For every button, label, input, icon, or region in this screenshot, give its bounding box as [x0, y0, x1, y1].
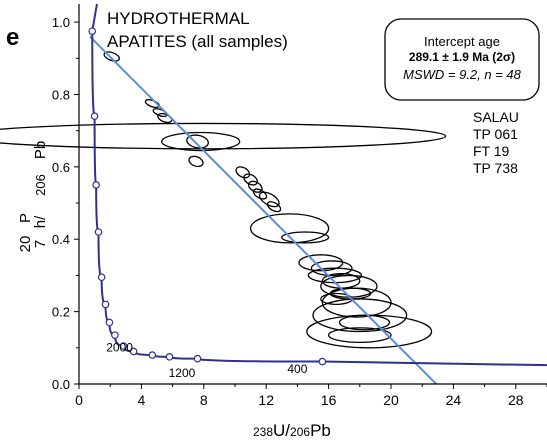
x-tick-label: 28 [508, 392, 524, 408]
error-ellipse [310, 260, 353, 277]
error-ellipse [266, 201, 282, 213]
intercept-age-box-frame [384, 18, 540, 101]
y-axis-label-fragment-1: Pb [32, 141, 49, 159]
error-ellipse [249, 213, 330, 244]
x-tick-label: 16 [321, 392, 337, 408]
sample-label-3: FT 19 [473, 143, 510, 159]
concordia-point [105, 318, 114, 327]
error-ellipse [103, 51, 121, 62]
concordia-point [101, 300, 110, 309]
concordia-point [318, 357, 327, 366]
y-tick-label: 0.6 [52, 160, 70, 175]
concordia-point [193, 354, 202, 363]
x-tick-label: 0 [75, 392, 83, 408]
chart-title-line-1: HYDROTHERMAL [107, 9, 250, 28]
y-axis-label-fragment-5: P [17, 213, 34, 223]
error-ellipse [258, 191, 280, 208]
concordia-point [90, 112, 99, 120]
intercept-age-label: Intercept age [424, 34, 500, 49]
y-axis-label-fragment-2: 206 [33, 174, 48, 196]
concordia-point [97, 273, 106, 282]
y-tick-label: 0.2 [52, 305, 70, 320]
panel-label: e [6, 24, 19, 51]
concordia-age-label: 1200 [169, 366, 196, 380]
y-axis-label-fragment-3: h/ [32, 215, 49, 228]
chart-title-line-2: APATITES (all samples) [107, 32, 288, 51]
x-tick-label: 8 [200, 392, 208, 408]
concordia-point [111, 331, 119, 339]
error-ellipse [306, 314, 433, 349]
intercept-age-value: 289.1 ± 1.9 Ma (2σ) [409, 50, 515, 64]
x-axis-label-sup-1: 238 [253, 425, 273, 439]
concordia-points: 2000 1200 400 [88, 27, 327, 380]
sample-label-2: TP 061 [473, 126, 518, 142]
sample-label-1: SALAU [473, 109, 519, 125]
error-ellipse [252, 188, 268, 200]
axes: 0 4 8 12 16 20 24 28 0.0 0.2 0.4 0.6 0.8 1.0 [52, 4, 547, 408]
y-axis-label-fragment-4: 7 [32, 240, 49, 248]
x-tick-label: 12 [258, 392, 274, 408]
concordia-point [92, 181, 100, 189]
error-ellipse [0, 122, 447, 150]
concordia-point [165, 353, 174, 361]
regression-line [89, 35, 437, 385]
error-ellipse [243, 173, 258, 186]
x-tick-label: 4 [138, 392, 146, 408]
error-ellipse [235, 166, 251, 179]
error-ellipses [0, 51, 447, 349]
x-tick-label: 20 [383, 392, 399, 408]
error-ellipse [188, 155, 204, 168]
svg-text:238U/206Pb: 238U/206Pb [253, 421, 331, 440]
y-axis-label-fragment-6: 20 [17, 236, 34, 253]
mswd-label: MSWD = 9.2, n = 48 [403, 67, 522, 82]
sample-label-4: TP 738 [473, 160, 518, 176]
error-ellipse [312, 298, 408, 333]
x-axis-label-sup-2: 206 [290, 425, 310, 439]
concordia-point [94, 228, 103, 236]
x-axis-label-base-2: Pb [310, 421, 331, 440]
y-tick-label: 0.4 [52, 232, 70, 247]
concordia-age-label: 400 [287, 362, 307, 376]
x-axis-label-base-1: U/ [273, 421, 290, 440]
x-axis-label: 238U/206Pb [253, 421, 331, 440]
concordia-point [88, 27, 97, 35]
intercept-age-box: Intercept age 289.1 ± 1.9 Ma (2σ) MSWD =… [384, 18, 540, 101]
concordia-point [119, 342, 128, 350]
x-tick-label: 24 [446, 392, 462, 408]
error-ellipse [298, 254, 344, 272]
error-ellipse [281, 231, 330, 244]
error-ellipse [186, 134, 209, 149]
error-ellipse [327, 327, 392, 344]
concordia-age-label: 2000 [106, 340, 133, 354]
y-tick-label: 0.8 [52, 87, 70, 102]
concordia-point [129, 347, 138, 356]
y-tick-label: 1.0 [52, 15, 70, 30]
concordia-point [148, 351, 157, 359]
y-tick-label: 0.0 [52, 377, 70, 392]
error-ellipse [161, 131, 241, 152]
